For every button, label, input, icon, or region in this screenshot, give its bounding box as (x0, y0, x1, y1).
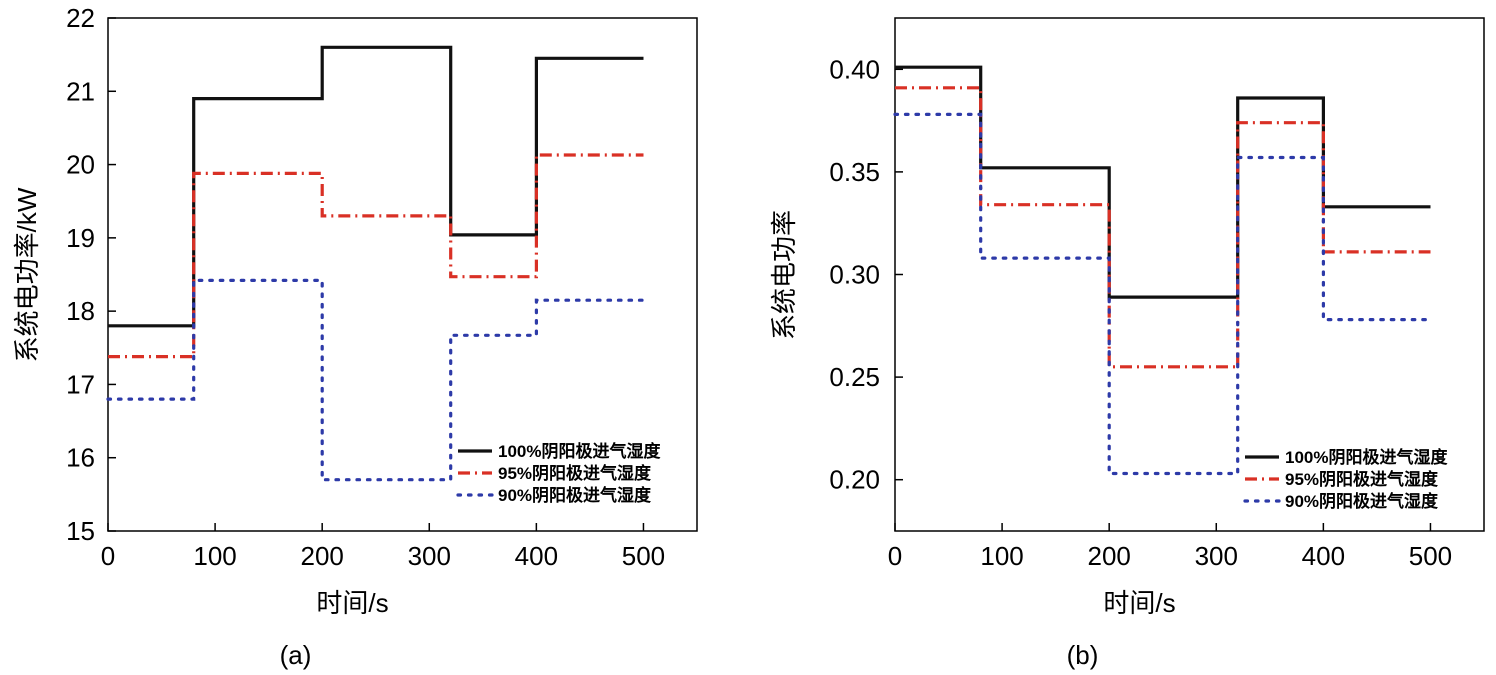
y-tick-label: 17 (66, 369, 95, 399)
x-tick-label: 200 (300, 541, 343, 571)
y-tick-label: 18 (66, 296, 95, 326)
y-tick-label: 0.20 (829, 465, 880, 495)
y-tick-label: 20 (66, 150, 95, 180)
series-line-dotted (893, 112, 1433, 476)
y-tick-label: 16 (66, 443, 95, 473)
legend-label: 90%阴阳极进气湿度 (1285, 491, 1439, 511)
legend-label: 90%阴阳极进气湿度 (498, 485, 652, 505)
series-line-solid (108, 45, 644, 328)
y-tick-label: 19 (66, 223, 95, 253)
x-tick-label: 300 (1195, 541, 1238, 571)
y-tick-label: 0.35 (829, 157, 880, 187)
series-line-solid (895, 65, 1431, 299)
series-line-dashdot (108, 153, 644, 359)
legend-label: 100%阴阳极进气湿度 (1285, 447, 1448, 467)
y-tick-label: 21 (66, 76, 95, 106)
x-tick-label: 0 (888, 541, 902, 571)
chart-panel-b: 0 100 200 300 400 500 0.20 0.25 0.30 0.35 0.40 时间/s… (769, 17, 1485, 670)
y-tick-label: 15 (66, 516, 95, 546)
x-tick-label: 100 (980, 541, 1023, 571)
y-tick-label: 22 (66, 3, 95, 33)
legend-label: 95%阴阳极进气湿度 (1285, 469, 1439, 489)
x-tick-label: 500 (1409, 541, 1452, 571)
x-axis-title: 时间/s (1103, 588, 1175, 618)
x-tick-label: 100 (193, 541, 236, 571)
x-tick-label: 0 (101, 541, 115, 571)
x-tick-label: 300 (408, 541, 451, 571)
x-tick-label: 400 (515, 541, 558, 571)
legend-label: 100%阴阳极进气湿度 (498, 441, 661, 461)
y-tick-label: 0.40 (829, 54, 880, 84)
y-tick-label: 0.30 (829, 260, 880, 290)
y-axis-title: 系统电功率 (769, 210, 799, 340)
panel-label: (a) (280, 640, 312, 670)
x-tick-label: 200 (1087, 541, 1130, 571)
y-axis-title: 系统电功率/kW (12, 187, 42, 362)
plot-frame (107, 17, 698, 532)
chart-panel-a: 0 100 200 300 400 500 15 16 17 18 19 20 21 22 时间/s 系统电功… (12, 3, 698, 670)
y-tick-label: 0.25 (829, 362, 880, 392)
x-axis-title: 时间/s (316, 588, 388, 618)
legend-label: 95%阴阳极进气湿度 (498, 463, 652, 483)
x-tick-label: 400 (1302, 541, 1345, 571)
series-line-dashdot (895, 86, 1431, 369)
panel-label: (b) (1067, 640, 1099, 670)
x-tick-label: 500 (622, 541, 665, 571)
